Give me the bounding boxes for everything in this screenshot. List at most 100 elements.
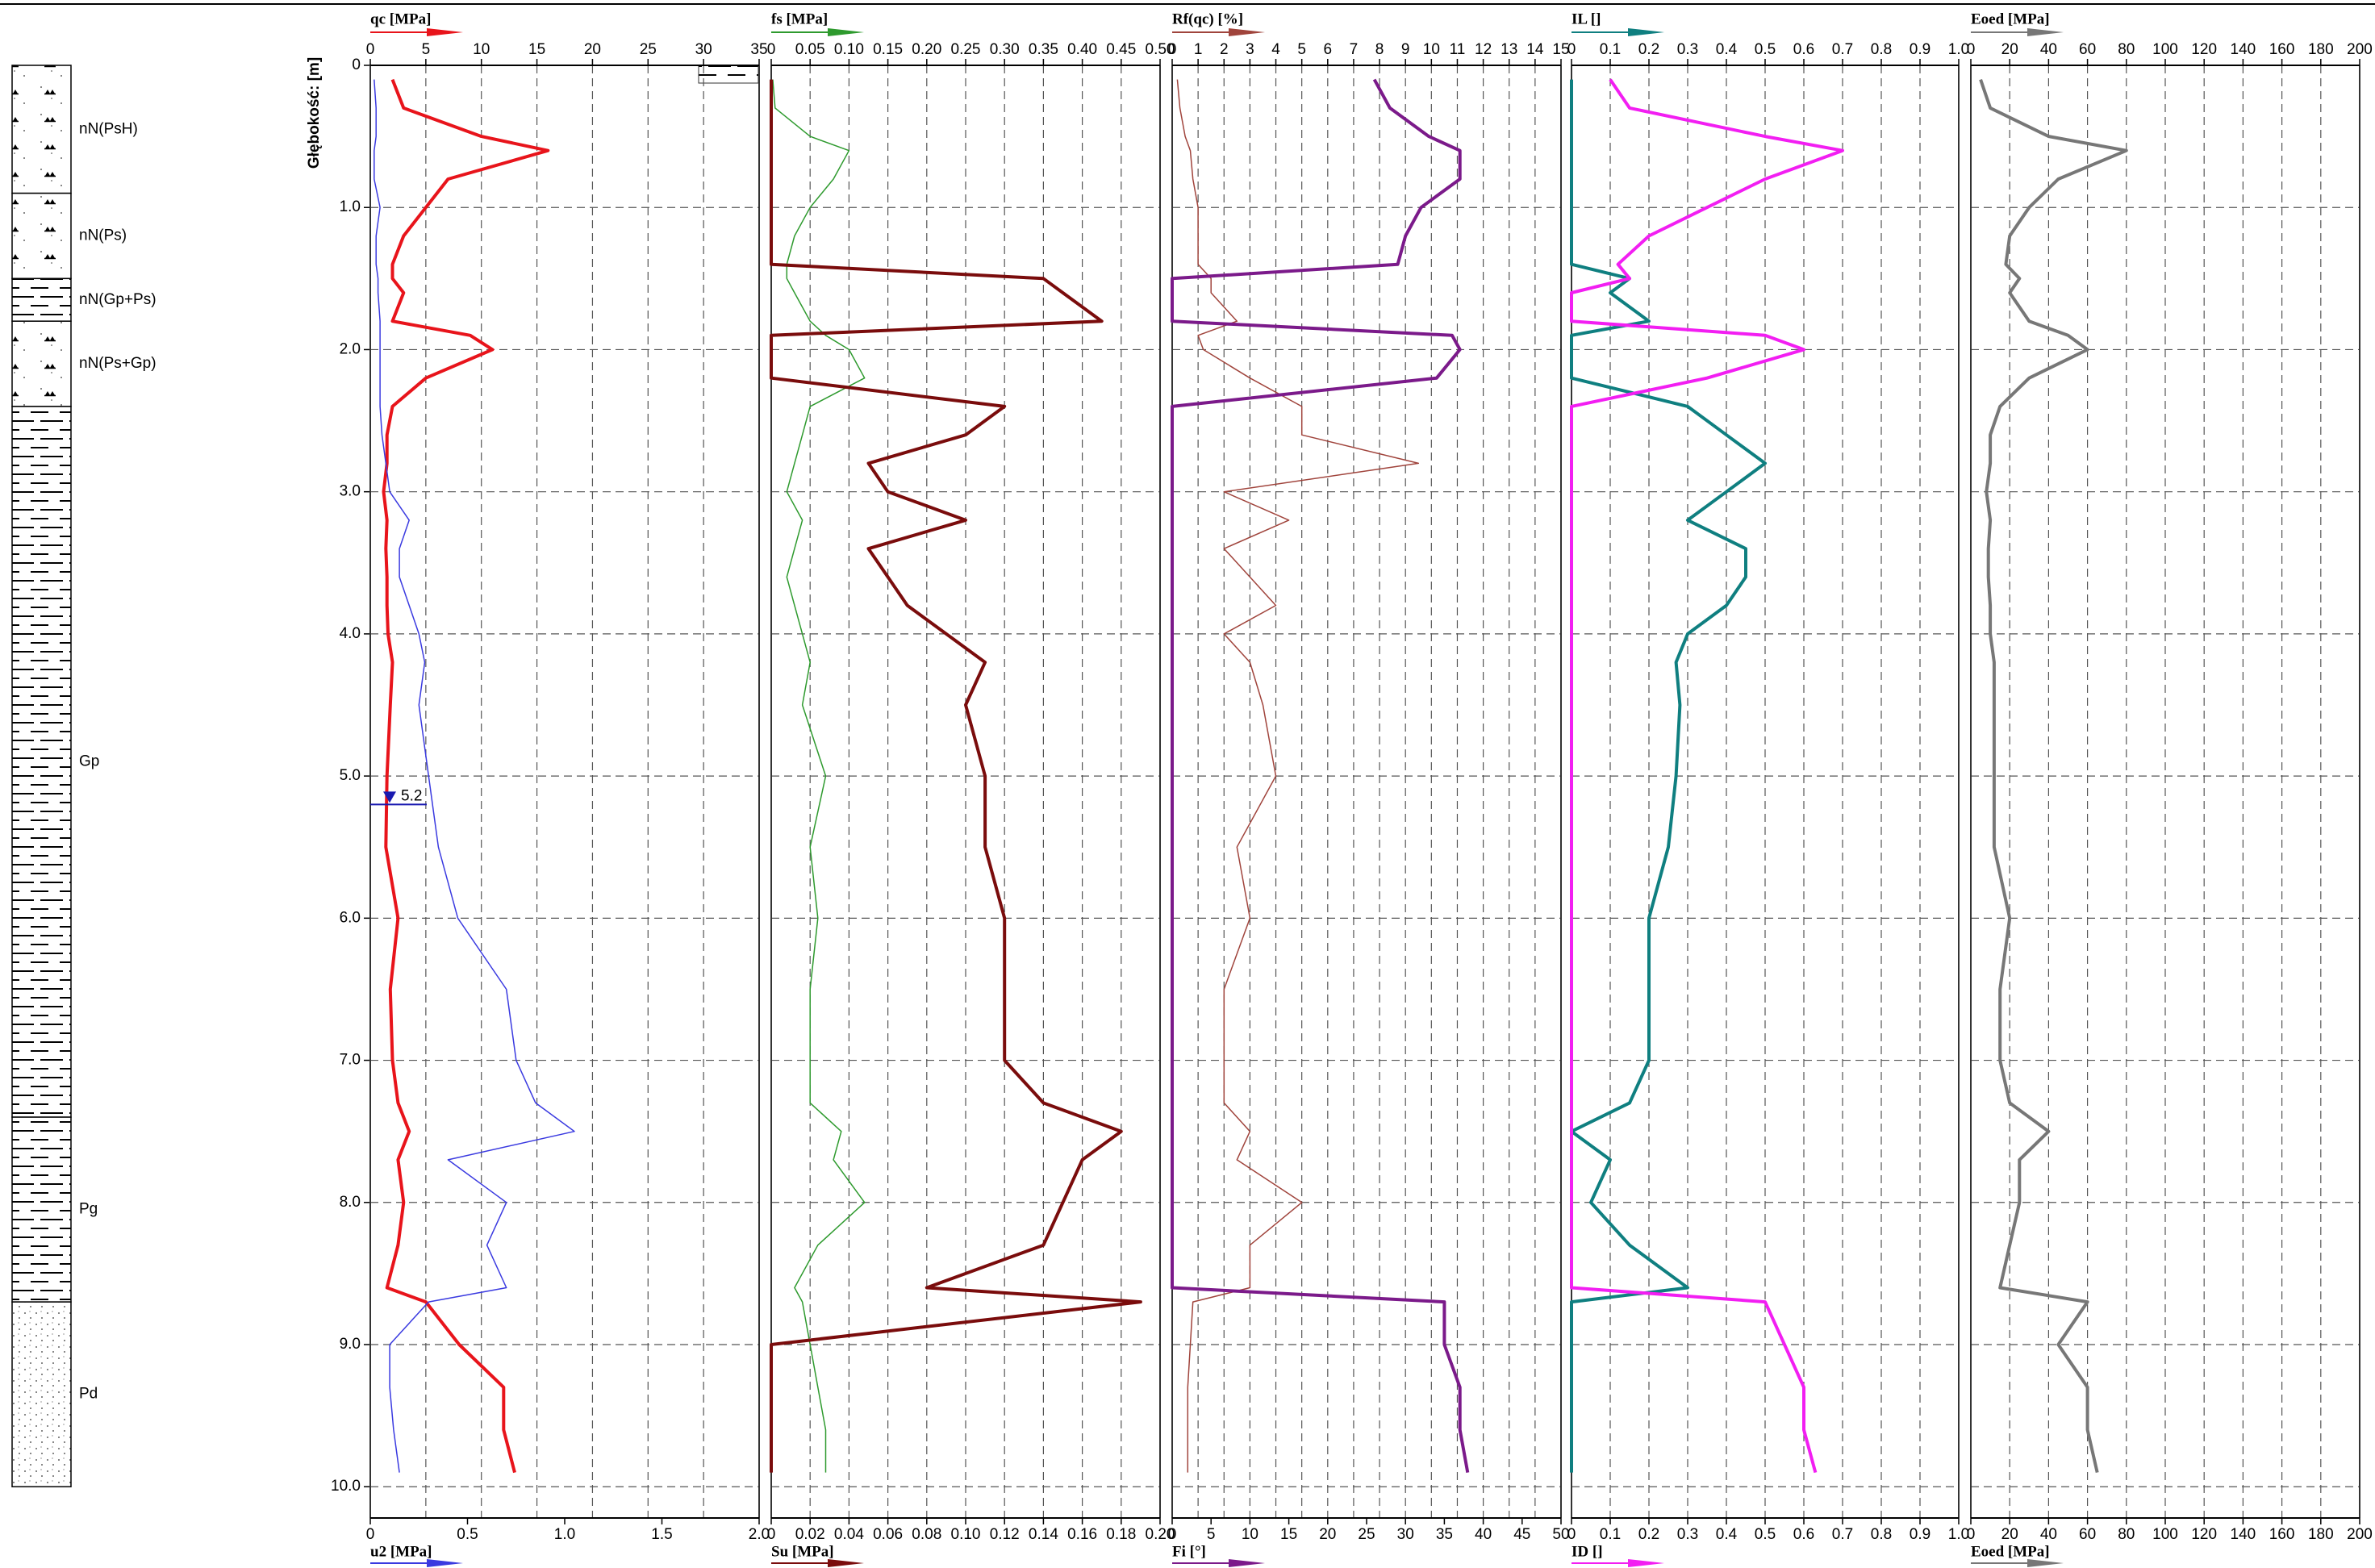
x-tick-label: 1.0 <box>1948 41 1969 58</box>
y-tick-label: 7.0 <box>340 1052 361 1069</box>
x-tick-label: 7 <box>1350 41 1359 58</box>
series-line <box>1979 78 2128 1474</box>
legend-arrow <box>427 1559 463 1567</box>
series-line <box>382 78 550 1474</box>
soil-label: Pd <box>79 1386 98 1403</box>
x-tick-label: 120 <box>2191 41 2217 58</box>
x-tick-label: 6 <box>1324 41 1333 58</box>
y-tick-label: 0 <box>352 56 361 73</box>
x-tick-label: 15 <box>1552 41 1569 58</box>
x-tick-label: 160 <box>2269 41 2295 58</box>
y-tick-label: 5.0 <box>340 767 361 784</box>
legend-arrow <box>2027 28 2064 36</box>
y-tick-label: 4.0 <box>340 625 361 642</box>
x-tick-label: 15 <box>528 41 545 58</box>
x2-tick-label: 20 <box>1319 1526 1336 1543</box>
soil-label: nN(Ps+Gp) <box>79 355 157 372</box>
x-tick-label: 25 <box>640 41 657 58</box>
x-tick-label: 10 <box>1423 41 1440 58</box>
soil-label: Gp <box>79 753 99 770</box>
x2-tick-label: 0.18 <box>1106 1526 1136 1543</box>
series-name: Eoed [MPa] <box>1971 10 2050 27</box>
x2-tick-label: 0.9 <box>1910 1526 1930 1543</box>
x2-tick-label: 200 <box>2347 1526 2373 1543</box>
x2-tick-label: 0.12 <box>990 1526 1020 1543</box>
x2-tick-label: 50 <box>1552 1526 1569 1543</box>
x2-tick-label: 0 <box>1567 1526 1576 1543</box>
x2-tick-label: 0.06 <box>873 1526 903 1543</box>
x2-tick-label: 0.14 <box>1029 1526 1058 1543</box>
series-name: u2 [MPa] <box>370 1543 432 1560</box>
x2-tick-label: 10 <box>1242 1526 1258 1543</box>
x-tick-label: 0.3 <box>1677 41 1698 58</box>
series-name: ID [] <box>1572 1543 1603 1560</box>
x-tick-label: 0.05 <box>795 41 825 58</box>
legend-arrow <box>828 1559 864 1567</box>
x-tick-label: 140 <box>2231 41 2256 58</box>
x-tick-label: 0.45 <box>1106 41 1136 58</box>
x-tick-label: 0.35 <box>1029 41 1058 58</box>
x-tick-label: 14 <box>1526 41 1544 58</box>
soil-layer <box>11 277 72 322</box>
x2-tick-label: 45 <box>1513 1526 1530 1543</box>
series-name: Eoed [MPa] <box>1971 1543 2050 1560</box>
y-tick-label: 8.0 <box>340 1194 361 1211</box>
x-tick-label: 180 <box>2308 41 2334 58</box>
soil-layer <box>11 65 72 194</box>
x-tick-label: 40 <box>2040 41 2057 58</box>
x2-tick-label: 0.04 <box>834 1526 864 1543</box>
x-tick-label: 0 <box>1168 41 1177 58</box>
series-line <box>772 79 866 1473</box>
series-name: IL [] <box>1572 10 1601 27</box>
x-tick-label: 0.50 <box>1146 41 1175 58</box>
x2-tick-label: 80 <box>2118 1526 2135 1543</box>
x2-tick-label: 0.5 <box>457 1526 478 1543</box>
x2-tick-label: 40 <box>2040 1526 2057 1543</box>
x-tick-label: 0.4 <box>1716 41 1738 58</box>
series-name: fs [MPa] <box>771 10 828 27</box>
x2-tick-label: 0.7 <box>1832 1526 1853 1543</box>
legend-arrow <box>1628 28 1664 36</box>
series-name: qc [MPa] <box>370 10 431 27</box>
x-tick-label: 0 <box>366 41 375 58</box>
x2-tick-label: 0.20 <box>1146 1526 1175 1543</box>
soil-label: nN(Ps) <box>79 227 127 244</box>
y-tick-label: 9.0 <box>340 1336 361 1353</box>
x2-tick-label: 1.5 <box>651 1526 672 1543</box>
x2-tick-label: 40 <box>1475 1526 1492 1543</box>
x2-tick-label: 0.2 <box>1638 1526 1659 1543</box>
x-tick-label: 0.2 <box>1638 41 1659 58</box>
x-tick-label: 13 <box>1501 41 1517 58</box>
x-tick-label: 30 <box>695 41 712 58</box>
x-tick-label: 0.8 <box>1871 41 1892 58</box>
soil-layer <box>11 1116 72 1303</box>
y-tick-label: 6.0 <box>340 909 361 926</box>
x2-tick-label: 0.10 <box>951 1526 981 1543</box>
soil-label: Pg <box>79 1201 98 1218</box>
x-tick-label: 10 <box>473 41 490 58</box>
series-line <box>770 79 1142 1473</box>
x-tick-label: 0.7 <box>1832 41 1853 58</box>
x-tick-label: 12 <box>1475 41 1492 58</box>
x2-tick-label: 0 <box>1168 1526 1177 1543</box>
x2-tick-label: 0.08 <box>912 1526 941 1543</box>
soil-layer <box>11 1301 72 1487</box>
grid <box>370 65 2360 1518</box>
x-tick-label: 5 <box>422 41 431 58</box>
x-tick-label: 200 <box>2347 41 2373 58</box>
x-tick-label: 0.40 <box>1067 41 1097 58</box>
x-tick-label: 2 <box>1220 41 1229 58</box>
x-tick-label: 0 <box>767 41 776 58</box>
x2-tick-label: 0 <box>767 1526 776 1543</box>
x2-tick-label: 0.3 <box>1677 1526 1698 1543</box>
axes: Głębokość: [m] 01.02.03.04.05.06.07.08.09… <box>306 10 2373 1567</box>
x-tick-label: 0.15 <box>873 41 903 58</box>
x2-tick-label: 30 <box>1397 1526 1414 1543</box>
groundwater-label: 5.2 <box>401 787 422 804</box>
groundwater-marker <box>383 791 396 803</box>
x-tick-label: 3 <box>1246 41 1254 58</box>
x-tick-label: 0.10 <box>834 41 864 58</box>
x2-tick-label: 120 <box>2191 1526 2217 1543</box>
series-line <box>374 79 575 1473</box>
